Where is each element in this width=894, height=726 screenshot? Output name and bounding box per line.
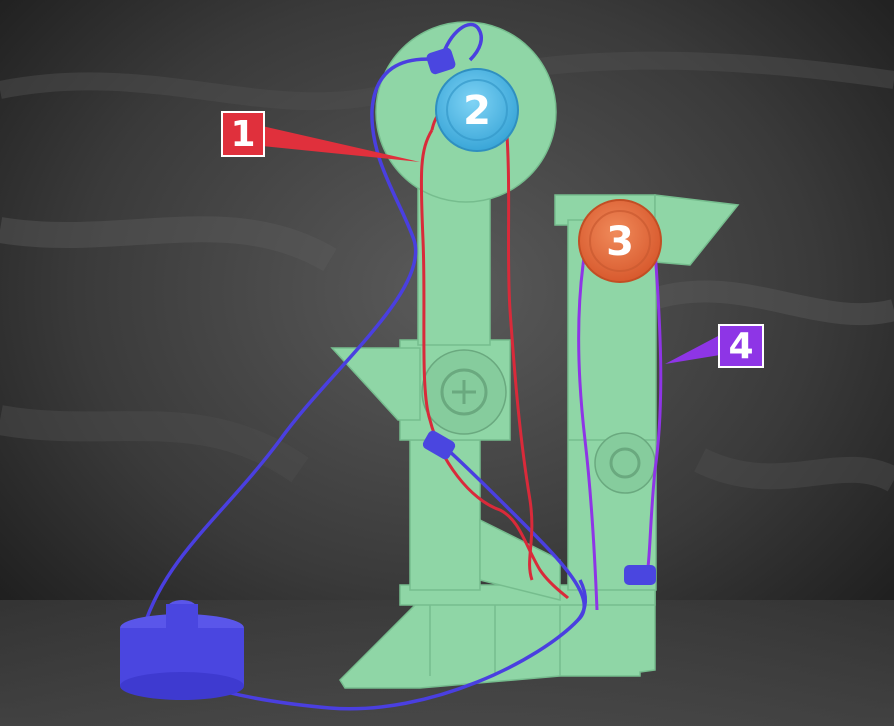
brace xyxy=(479,518,561,601)
pulley-3-group: 3 xyxy=(578,199,662,283)
label-1-number: 1 xyxy=(230,114,255,155)
pulley-stand-structure xyxy=(330,21,740,689)
label-4-box xyxy=(718,324,764,368)
purple-rope-left xyxy=(577,264,599,611)
pulley-3-disc xyxy=(578,199,662,283)
label-1-group: 1 xyxy=(221,111,420,162)
fabric-fold xyxy=(0,405,309,483)
label-1-pointer xyxy=(262,126,420,162)
fabric-fold xyxy=(0,216,337,272)
right-clamp xyxy=(624,565,656,585)
top-clamp xyxy=(426,47,456,75)
fabric-fold xyxy=(646,280,894,326)
blue-weight xyxy=(120,600,244,700)
pulley-2-group: 2 xyxy=(435,68,519,152)
left-hub-ring xyxy=(440,368,488,416)
pulley-2-disc xyxy=(435,68,519,152)
label-4-group: 4 xyxy=(665,324,764,368)
middle-clamp xyxy=(422,430,456,460)
label-1-box xyxy=(221,111,265,157)
fabric-fold xyxy=(694,448,894,492)
label-4-pointer xyxy=(665,335,720,364)
left-tower-fin xyxy=(330,347,421,421)
label-4-number: 4 xyxy=(728,326,753,367)
pulley-3-number: 3 xyxy=(606,219,634,265)
pulley-2-number: 2 xyxy=(463,88,491,134)
blue-rope-top-loop xyxy=(439,22,483,62)
left-tower-lower xyxy=(409,439,481,591)
right-hub xyxy=(594,432,656,494)
